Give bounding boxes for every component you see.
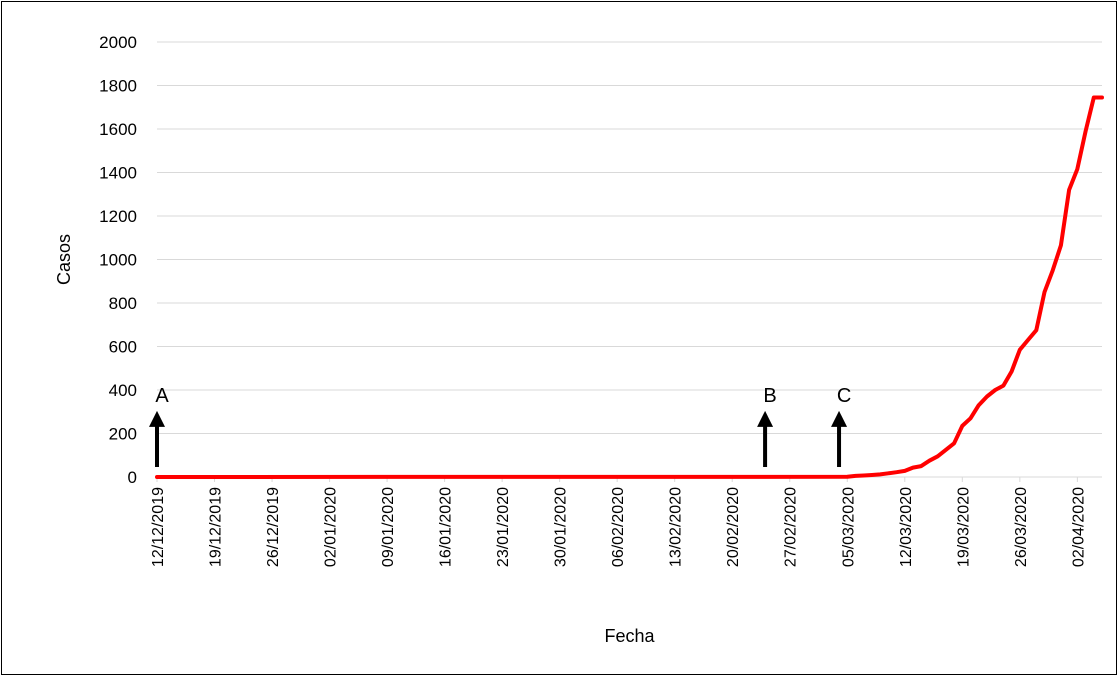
x-tick-label: 02/01/2020 [323, 487, 340, 567]
x-tick-label: 06/02/2020 [610, 487, 627, 567]
data-point [1085, 130, 1087, 132]
data-point [937, 455, 939, 457]
gridlines [157, 41, 1102, 478]
x-tick-label: 26/03/2020 [1013, 487, 1030, 567]
data-point [1002, 385, 1004, 387]
data-point [871, 474, 873, 476]
data-point [953, 442, 955, 444]
x-tick-label: 27/02/2020 [783, 487, 800, 567]
x-tick-label: 05/03/2020 [840, 487, 857, 567]
annotation-label: C [837, 385, 851, 407]
data-point [896, 471, 898, 473]
x-tick-label: 20/02/2020 [725, 487, 742, 567]
y-tick-label: 2000 [99, 33, 137, 52]
x-tick-label: 16/01/2020 [438, 487, 455, 567]
series-line [155, 95, 1104, 479]
x-tick-label: 19/12/2019 [208, 487, 225, 567]
y-tick-label: 1000 [99, 251, 137, 270]
data-point [912, 467, 914, 469]
data-point [1011, 371, 1013, 373]
data-point [970, 417, 972, 419]
data-point [945, 449, 947, 451]
y-tick-label: 1800 [99, 77, 137, 96]
data-point [1019, 349, 1021, 351]
data-point [1101, 96, 1103, 98]
data-point [928, 460, 930, 462]
x-tick-label: 13/02/2020 [668, 487, 685, 567]
x-tick-label: 23/01/2020 [495, 487, 512, 567]
data-point [887, 472, 889, 474]
x-axis-ticks: 12/12/2019 19/12/2019 26/12/2019 02/01/2020… [150, 477, 1087, 567]
data-point [1035, 329, 1037, 331]
y-tick-label: 400 [109, 381, 137, 400]
x-tick-label: 12/03/2020 [898, 487, 915, 567]
data-point [863, 474, 865, 476]
x-tick-label: 12/12/2019 [150, 487, 167, 567]
y-tick-label: 200 [109, 425, 137, 444]
y-axis-title: Casos [54, 234, 74, 285]
annotation-label: A [155, 385, 169, 407]
y-tick-label: 1400 [99, 164, 137, 183]
data-point [978, 404, 980, 406]
data-point [156, 476, 158, 478]
y-tick-label: 1200 [99, 207, 137, 226]
data-point [1027, 339, 1029, 341]
x-tick-label: 26/12/2019 [265, 487, 282, 567]
data-point [1043, 291, 1045, 293]
data-point [920, 465, 922, 467]
data-point [904, 470, 906, 472]
data-point [879, 473, 881, 475]
annotations: A B C [149, 385, 851, 467]
data-point [1093, 96, 1095, 98]
y-tick-label: 0 [128, 468, 137, 487]
data-point [1052, 269, 1054, 271]
x-tick-label: 19/03/2020 [955, 487, 972, 567]
data-point [986, 396, 988, 398]
x-tick-label: 02/04/2020 [1070, 487, 1087, 567]
x-tick-label: 30/01/2020 [553, 487, 570, 567]
x-tick-label: 09/01/2020 [380, 487, 397, 567]
annotation-label: B [763, 385, 776, 407]
data-point [1060, 244, 1062, 246]
y-tick-label: 800 [109, 294, 137, 313]
y-tick-label: 600 [109, 338, 137, 357]
data-point [1076, 168, 1078, 170]
y-axis-ticks: 0 200 400 600 800 1000 1200 1400 1600 1800 2000 [99, 33, 137, 487]
data-point [846, 476, 848, 478]
x-axis-title: Fecha [604, 626, 655, 646]
data-point [1068, 189, 1070, 191]
y-tick-label: 1600 [99, 120, 137, 139]
data-point [854, 475, 856, 477]
data-point [994, 389, 996, 391]
data-point [961, 425, 963, 427]
series-layer [155, 95, 1104, 479]
